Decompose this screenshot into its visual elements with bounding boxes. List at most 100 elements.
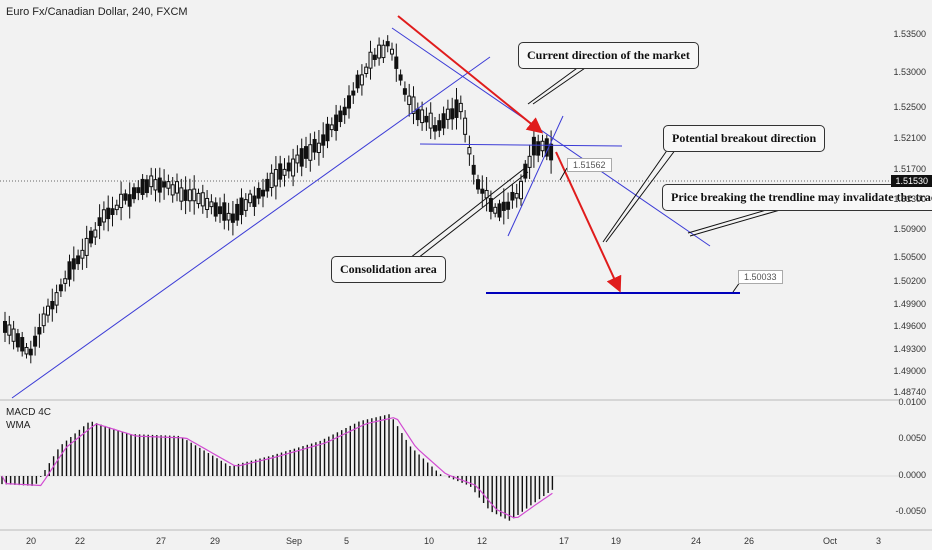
- candle-body: [269, 172, 274, 189]
- y-tick-label: 1.49600: [893, 321, 926, 331]
- candle-body: [372, 54, 377, 60]
- candle-body: [71, 258, 76, 270]
- candle-body: [136, 187, 141, 194]
- price-tag-2: 1.50033: [738, 270, 783, 284]
- candle-body: [420, 109, 425, 124]
- candle-body: [510, 191, 515, 201]
- candle-body: [114, 204, 119, 211]
- candles: [3, 35, 554, 364]
- candle-body: [110, 208, 115, 215]
- resistance-line: [419, 143, 623, 147]
- candle-body: [15, 333, 20, 348]
- candle-body: [325, 123, 330, 142]
- candle-body: [265, 178, 270, 192]
- candle-body: [433, 125, 437, 132]
- candle-body: [467, 147, 472, 155]
- candle-body: [41, 313, 46, 327]
- candle-body: [239, 197, 244, 216]
- candle-body: [230, 213, 235, 223]
- candle-body: [424, 115, 429, 123]
- candle-body: [411, 96, 416, 114]
- x-tick-label: 17: [559, 536, 570, 546]
- candle-body: [334, 114, 339, 131]
- candle-body: [390, 48, 394, 55]
- candle-body: [428, 112, 433, 129]
- candle-body: [286, 162, 291, 172]
- candle-body: [37, 327, 42, 335]
- x-tick-label: 26: [744, 536, 755, 546]
- candle-body: [28, 348, 33, 356]
- candle-body: [308, 144, 313, 161]
- candle-body: [454, 99, 459, 118]
- callout-current-direction: Current direction of the market: [518, 42, 699, 69]
- callout-pointer: [602, 148, 677, 243]
- candle-body: [549, 143, 554, 161]
- candle-body: [205, 197, 210, 210]
- candle-body: [179, 187, 184, 202]
- candle-body: [506, 201, 511, 210]
- candle-body: [364, 66, 369, 75]
- candle-body: [67, 261, 72, 280]
- candle-body: [187, 189, 192, 202]
- candle-body: [200, 192, 205, 207]
- candle-body: [192, 188, 197, 202]
- y-tick-label: 1.50500: [893, 252, 926, 262]
- candle-body: [33, 335, 38, 347]
- candle-body: [329, 124, 334, 131]
- candle-body: [355, 74, 360, 89]
- candle-body: [248, 193, 253, 204]
- candle-body: [24, 346, 29, 355]
- x-tick-label: 3: [876, 536, 882, 546]
- candle-body: [235, 203, 240, 221]
- candle-body: [282, 168, 287, 176]
- candle-body: [132, 187, 136, 200]
- callout-potential-breakout: Potential breakout direction: [663, 125, 826, 152]
- candle-body: [80, 249, 85, 259]
- last-price-badge: 1.51530: [891, 175, 932, 187]
- candle-body: [127, 194, 132, 207]
- y-tick-label: 1.48740: [893, 387, 926, 397]
- candle-body: [213, 202, 218, 217]
- candle-body: [415, 108, 420, 121]
- candle-body: [76, 255, 81, 265]
- candle-body: [497, 203, 502, 218]
- candle-body: [514, 193, 519, 199]
- indicator-name: MACD 4C: [6, 407, 52, 418]
- candle-body: [402, 88, 407, 95]
- candle-body: [347, 95, 351, 109]
- macd-tick-label: 0.0000: [898, 470, 926, 480]
- candle-body: [218, 206, 222, 215]
- candle-body: [11, 328, 16, 342]
- candle-body: [93, 229, 98, 238]
- candle-body: [175, 181, 179, 194]
- callout-pointer: [409, 167, 529, 259]
- candle-body: [471, 164, 476, 175]
- downtrend-line: [391, 27, 711, 247]
- candle-body: [89, 230, 93, 244]
- candle-body: [226, 212, 231, 221]
- candle-body: [338, 110, 343, 123]
- chart-title: Euro Fx/Canadian Dollar, 240, FXCM: [6, 6, 188, 18]
- candle-body: [351, 90, 356, 96]
- candle-body: [183, 189, 188, 201]
- candle-body: [531, 136, 536, 156]
- consolidation-trendline: [507, 115, 564, 237]
- candle-body: [519, 180, 523, 200]
- candle-body: [299, 148, 304, 167]
- candle-body: [256, 187, 261, 199]
- y-tick-label: 1.49000: [893, 366, 926, 376]
- candle-body: [394, 56, 399, 69]
- uptrend-line: [11, 56, 491, 399]
- y-tick-label: 1.50200: [893, 276, 926, 286]
- price-tag-1: 1.51562: [567, 158, 612, 172]
- candle-body: [437, 120, 442, 131]
- market-direction-arrow: [397, 15, 544, 134]
- candle-body: [501, 201, 506, 211]
- candle-body: [291, 158, 296, 177]
- candle-body: [450, 108, 455, 120]
- y-tick-label: 1.50900: [893, 224, 926, 234]
- y-tick-label: 1.52500: [893, 102, 926, 112]
- candle-body: [170, 184, 175, 196]
- y-tick-label: 1.52100: [893, 133, 926, 143]
